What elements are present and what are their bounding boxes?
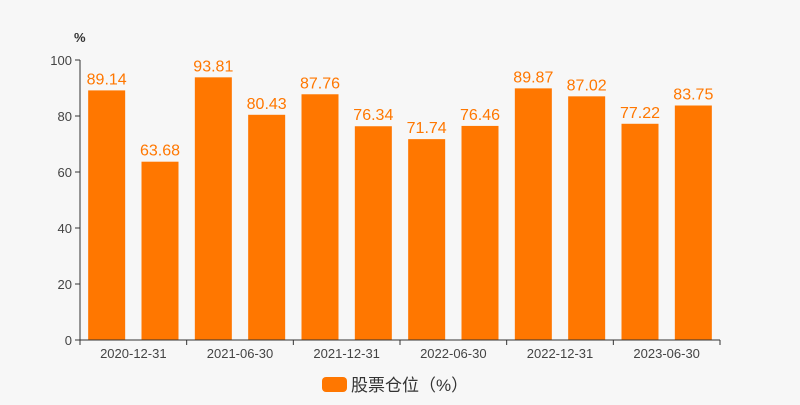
bar[interactable] — [301, 94, 339, 340]
bar[interactable] — [248, 114, 286, 341]
bar-value-label: 80.43 — [247, 96, 287, 113]
x-tick-label: 2020-12-31 — [100, 346, 167, 361]
x-tick-label: 2023-06-30 — [633, 346, 700, 361]
bar-value-label: 89.87 — [513, 69, 553, 86]
y-tick-label: 0 — [65, 333, 72, 348]
legend-swatch — [322, 377, 347, 392]
x-tick-label: 2022-06-30 — [420, 346, 487, 361]
bar[interactable] — [88, 90, 126, 341]
bar-value-label: 87.02 — [567, 77, 607, 94]
bar-value-label: 83.75 — [673, 87, 713, 104]
bar[interactable] — [674, 105, 712, 341]
bar[interactable] — [141, 161, 179, 340]
bar-value-label: 63.68 — [140, 143, 180, 160]
bar[interactable] — [568, 96, 606, 341]
x-tick-label: 2021-12-31 — [313, 346, 380, 361]
bar[interactable] — [621, 123, 659, 340]
y-tick-label: 40 — [58, 221, 72, 236]
bar[interactable] — [461, 125, 499, 340]
y-tick-label: 100 — [50, 53, 72, 68]
bar[interactable] — [514, 88, 552, 340]
bar-value-label: 76.46 — [460, 107, 500, 124]
bar-value-label: 77.22 — [620, 105, 660, 122]
bar-value-label: 89.14 — [87, 71, 127, 88]
x-axis: 2020-12-31 2021-06-30 2021-12-31 2022-06-30… — [79, 339, 721, 361]
y-axis-unit-label: % — [74, 30, 86, 45]
bar-value-label: 87.76 — [300, 75, 340, 92]
legend-label: 股票仓位（%） — [351, 376, 468, 395]
y-tick-label: 20 — [58, 277, 72, 292]
x-tick-label: 2021-06-30 — [207, 346, 274, 361]
bar[interactable] — [194, 77, 232, 340]
bar-value-label: 71.74 — [407, 120, 447, 137]
y-tick-label: 80 — [58, 109, 72, 124]
y-axis: 0 20 40 60 80 100 — [50, 53, 81, 348]
bar-value-label: 76.34 — [353, 107, 393, 124]
x-tick-label: 2022-12-31 — [527, 346, 594, 361]
bar-value-label: 93.81 — [193, 58, 233, 75]
legend[interactable]: 股票仓位（%） — [322, 376, 468, 395]
bar[interactable] — [354, 126, 392, 340]
bars: 89.14 63.68 93.81 80.43 87.76 76.34 71.74 76.46… — [87, 58, 713, 341]
y-tick-label: 60 — [58, 165, 72, 180]
bar[interactable] — [408, 139, 446, 340]
